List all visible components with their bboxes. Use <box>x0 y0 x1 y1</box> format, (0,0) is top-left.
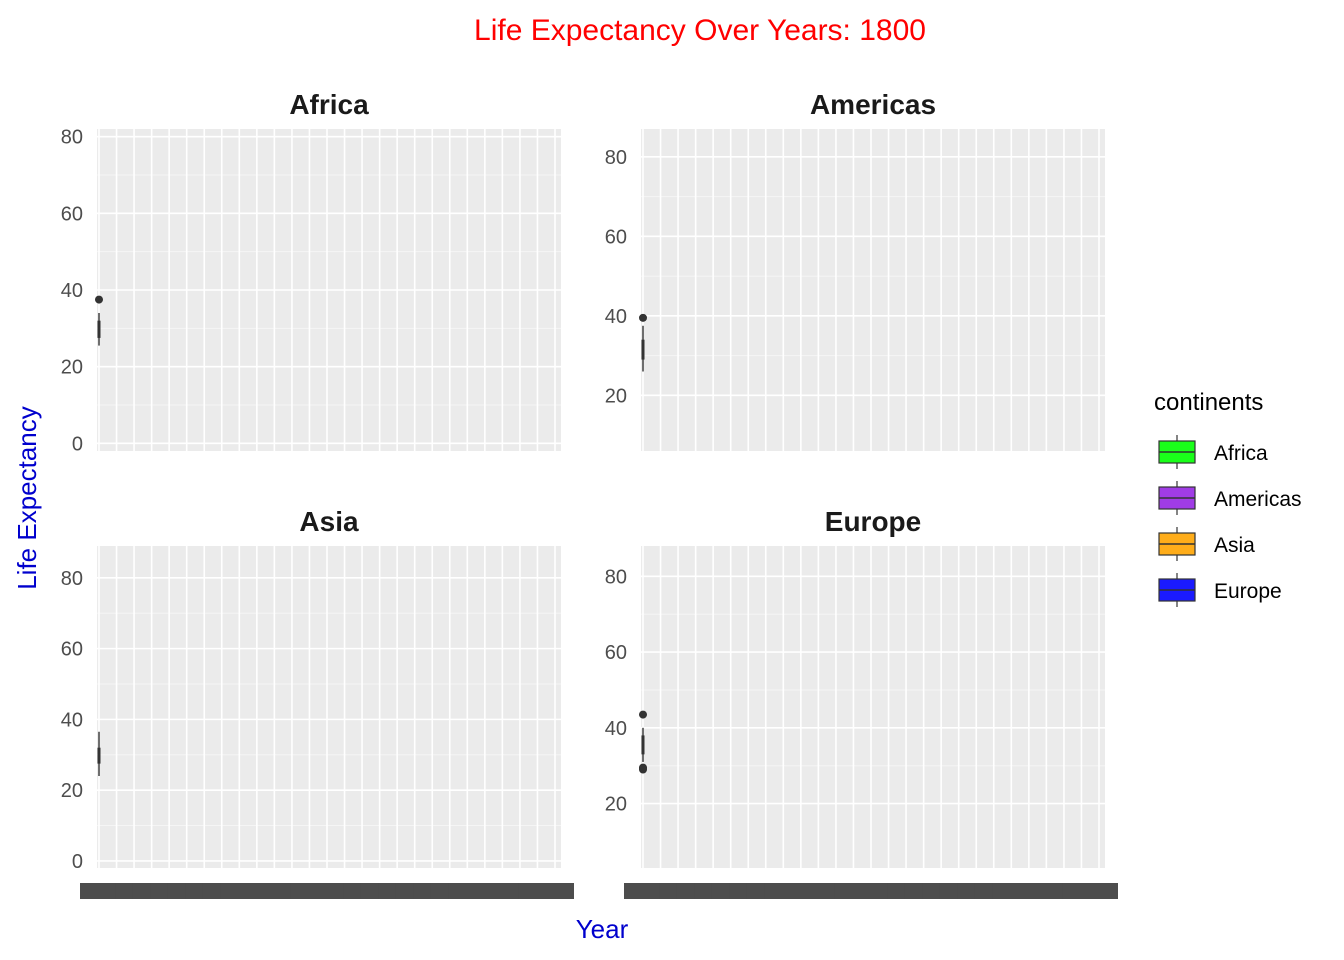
panel-strip-label: Americas <box>810 89 936 120</box>
box-outlier <box>639 313 647 322</box>
panel-strip-label: Africa <box>289 89 369 120</box>
x-tick-labels <box>624 883 1118 899</box>
box-body <box>97 320 101 338</box>
legend-item-americas: Americas <box>1158 481 1302 515</box>
box-body <box>97 747 101 764</box>
y-tick-label: 60 <box>61 203 83 225</box>
panel-americas: Americas 20 40 60 80 <box>605 89 1105 451</box>
y-tick-label: 80 <box>61 127 83 149</box>
boxplot <box>639 710 647 774</box>
x-tick-label <box>1080 883 1118 899</box>
y-tick-label: 20 <box>61 357 83 379</box>
legend-item-asia: Asia <box>1158 527 1255 561</box>
y-tick-label: 40 <box>605 306 627 328</box>
y-tick-label: 40 <box>61 280 83 302</box>
boxplot <box>95 295 103 346</box>
x-tick-label <box>536 883 574 899</box>
legend-item-europe: Europe <box>1158 573 1282 607</box>
box-outlier <box>639 710 647 719</box>
y-tick-label: 20 <box>605 385 627 407</box>
panel-background <box>641 546 1105 868</box>
y-axis-title: Life Expectancy <box>12 406 42 590</box>
y-tick-label: 0 <box>72 433 83 455</box>
y-tick-label: 20 <box>605 794 627 816</box>
legend-title: continents <box>1154 389 1263 416</box>
y-tick-label: 0 <box>72 851 83 873</box>
panels: Africa 0 20 40 60 80 Americas 20 40 60 80 Asia 0 20 40… <box>61 89 1118 899</box>
box-outlier <box>639 764 647 773</box>
x-axis-title: Year <box>576 914 629 944</box>
box-outlier <box>95 295 103 304</box>
y-tick-label: 60 <box>61 639 83 661</box>
legend-label: Africa <box>1214 442 1268 465</box>
panel-background <box>97 546 561 868</box>
legend: continents Africa Americas Asia Europe <box>1154 389 1302 607</box>
panel-strip-label: Asia <box>299 506 359 537</box>
legend-label: Asia <box>1214 534 1255 557</box>
panel-strip-label: Europe <box>825 506 921 537</box>
boxplot <box>97 731 101 776</box>
y-tick-label: 40 <box>605 718 627 740</box>
panel-africa: Africa 0 20 40 60 80 <box>61 89 561 455</box>
y-tick-label: 40 <box>61 709 83 731</box>
legend-label: Europe <box>1214 580 1282 603</box>
legend-label: Americas <box>1214 488 1302 511</box>
y-tick-label: 60 <box>605 226 627 248</box>
y-tick-label: 60 <box>605 642 627 664</box>
panel-background <box>641 129 1105 451</box>
legend-item-africa: Africa <box>1158 435 1268 469</box>
box-body <box>641 339 645 360</box>
legend-items: Africa Americas Asia Europe <box>1158 435 1302 607</box>
y-tick-label: 80 <box>605 147 627 169</box>
box-body <box>641 735 645 755</box>
y-tick-label: 20 <box>61 780 83 802</box>
boxplot <box>639 313 647 372</box>
chart-title: Life Expectancy Over Years: 1800 <box>474 14 926 47</box>
y-tick-label: 80 <box>605 566 627 588</box>
panel-europe: Europe 20 40 60 80 <box>605 506 1118 899</box>
y-tick-label: 80 <box>61 568 83 590</box>
x-tick-labels <box>80 883 574 899</box>
panel-asia: Asia 0 20 40 60 80 <box>61 506 574 899</box>
